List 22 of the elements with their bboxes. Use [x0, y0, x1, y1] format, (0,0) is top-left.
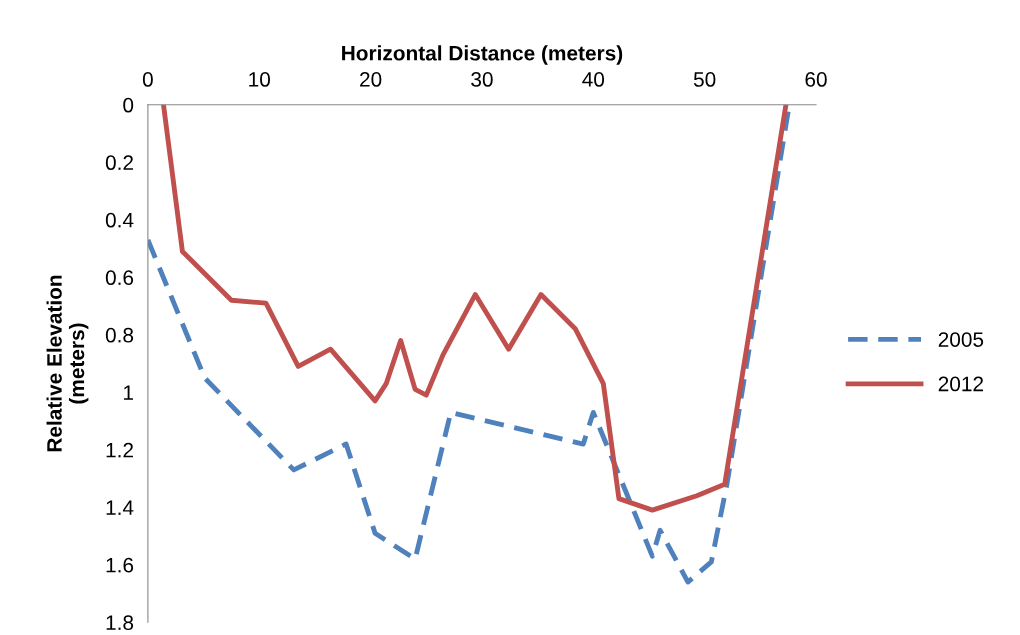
x-tick-label: 10 — [249, 72, 271, 87]
y-tick-label: 0 — [123, 97, 134, 113]
y-tick-label: 1.6 — [106, 557, 134, 573]
line-series — [161, 104, 789, 513]
y-tick-label: 0.8 — [105, 327, 134, 343]
y-tick-label: 1 — [124, 385, 133, 400]
y-tick-label: 1.4 — [106, 500, 134, 515]
legend-label: 2012 — [938, 376, 983, 392]
x-tick-label: 60 — [805, 72, 827, 87]
legend-label: 2005 — [938, 332, 984, 347]
x-tick-label: 0 — [142, 72, 153, 87]
y-tick-label: 1.8 — [106, 615, 134, 631]
y-tick-label: 1.2 — [106, 442, 133, 458]
x-axis-title: Horizontal Distance (meters) — [342, 45, 623, 65]
y-tick-label: 0.6 — [105, 270, 134, 286]
x-tick-label: 50 — [693, 72, 716, 87]
x-tick-label: 40 — [582, 72, 605, 87]
y-tick-label: 0.4 — [105, 212, 134, 228]
x-tick-label: 30 — [471, 72, 493, 87]
y-axis-title: Relative Elevation (meters) — [46, 275, 89, 452]
y-tick-label: 0.2 — [105, 155, 133, 171]
x-tick-label: 20 — [360, 72, 382, 87]
